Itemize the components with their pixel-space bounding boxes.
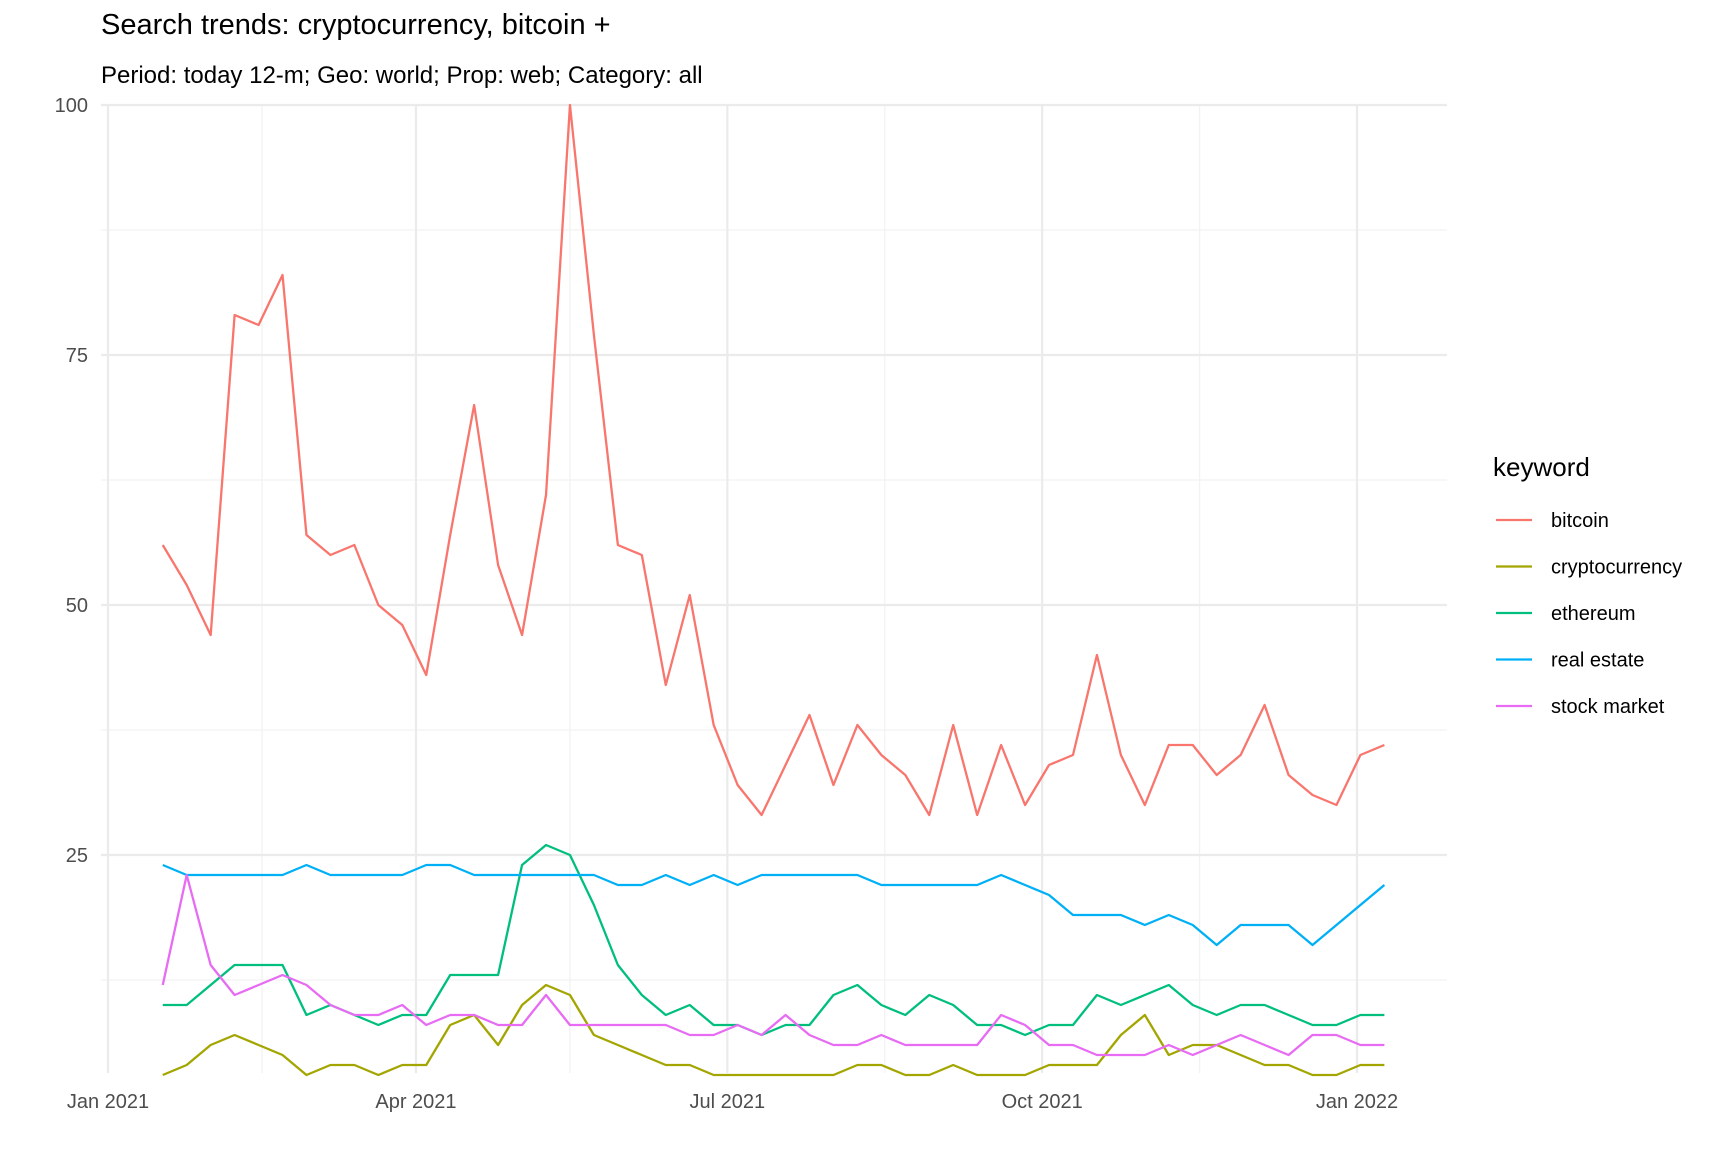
x-axis: Jan 2021 Apr 2021 Jul 2021 Oct 2021 Jan 2022 bbox=[67, 1091, 1398, 1113]
legend-label: ethereum bbox=[1551, 603, 1636, 625]
legend-item-cryptocurrency: cryptocurrency bbox=[1496, 557, 1682, 579]
legend-items: bitcoin cryptocurrency ethereum real estate… bbox=[1496, 510, 1682, 718]
y-tick-label: 75 bbox=[66, 345, 88, 367]
series-line-real-estate bbox=[162, 863, 1386, 947]
x-tick-label: Jan 2022 bbox=[1316, 1091, 1398, 1113]
series-line-ethereum bbox=[162, 843, 1385, 1037]
legend-label: real estate bbox=[1551, 650, 1644, 672]
legend-label: cryptocurrency bbox=[1551, 557, 1682, 579]
legend-item-ethereum: ethereum bbox=[1496, 603, 1636, 625]
legend-item-bitcoin: bitcoin bbox=[1496, 510, 1609, 532]
legend-title: keyword bbox=[1493, 452, 1590, 482]
y-tick-label: 50 bbox=[66, 595, 88, 617]
chart-title: Search trends: cryptocurrency, bitcoin + bbox=[101, 9, 611, 41]
y-tick-label: 25 bbox=[66, 845, 88, 867]
y-axis: 25 50 75 100 bbox=[55, 95, 88, 867]
x-tick-label: Jul 2021 bbox=[690, 1091, 766, 1113]
legend-item-stock-market: stock market bbox=[1496, 696, 1665, 718]
x-tick-label: Oct 2021 bbox=[1002, 1091, 1083, 1113]
grid bbox=[101, 103, 1447, 1073]
legend-label: stock market bbox=[1551, 696, 1665, 718]
y-tick-label: 100 bbox=[55, 95, 88, 117]
chart-subtitle: Period: today 12-m; Geo: world; Prop: we… bbox=[101, 62, 703, 89]
legend-item-real-estate: real estate bbox=[1496, 650, 1644, 672]
series-line-stock-market bbox=[161, 873, 1385, 1057]
x-tick-label: Apr 2021 bbox=[375, 1091, 456, 1113]
legend-label: bitcoin bbox=[1551, 510, 1609, 532]
series-lines bbox=[161, 103, 1386, 1077]
legend: keyword bitcoin cryptocurrency ethereum rea… bbox=[1493, 452, 1682, 718]
x-tick-label: Jan 2021 bbox=[67, 1091, 149, 1113]
series-line-bitcoin bbox=[161, 103, 1385, 817]
